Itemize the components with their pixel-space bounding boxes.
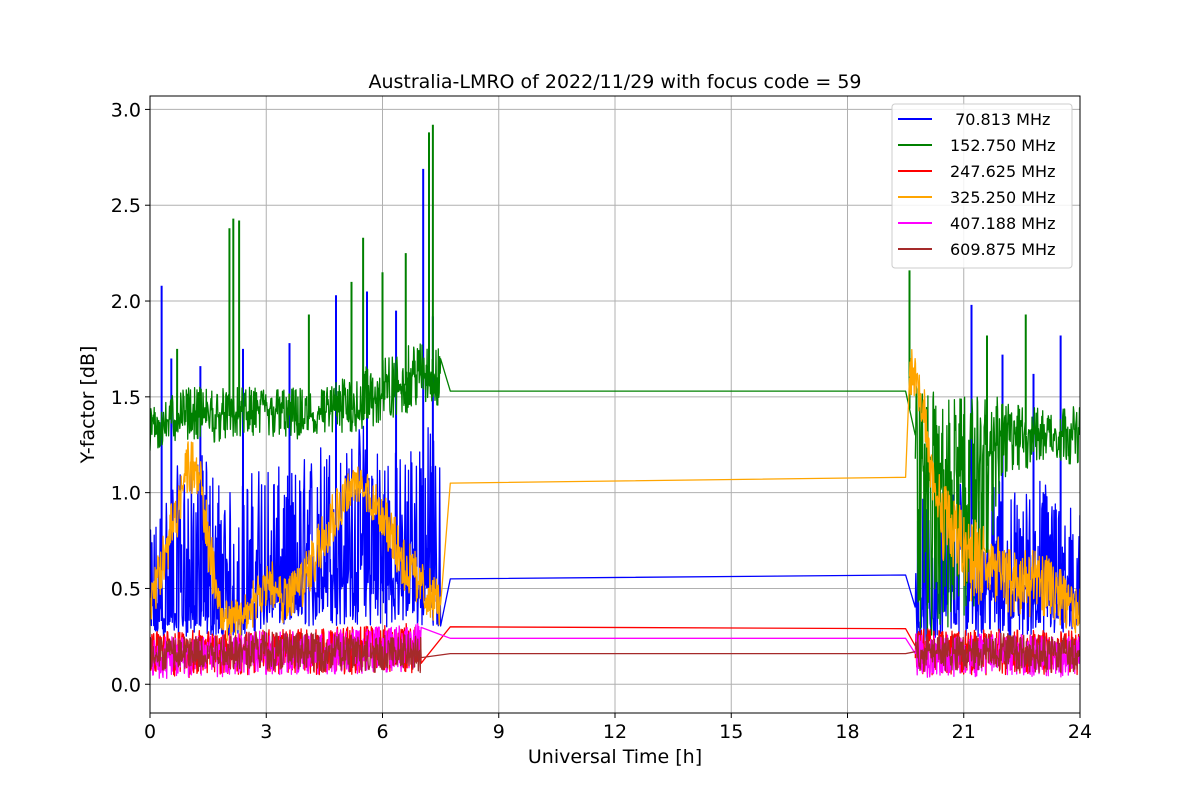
x-tick-label: 24: [1068, 721, 1092, 743]
legend-label: 70.813 MHz: [950, 110, 1050, 129]
legend-label: 247.625 MHz: [950, 162, 1055, 181]
series-3: [150, 348, 1080, 641]
y-tick-label: 2.0: [111, 291, 141, 313]
y-tick-label: 2.5: [111, 195, 141, 217]
x-axis-label: Universal Time [h]: [528, 746, 702, 768]
x-axis: 0 3 6 9 12 15 18 21 24: [144, 713, 1092, 743]
y-axis: 0.0 0.5 1.0 1.5 2.0 2.5 3.0: [111, 99, 150, 696]
chart-title: Australia-LMRO of 2022/11/29 with focus …: [368, 71, 861, 93]
series-layer: [150, 124, 1080, 680]
y-tick-label: 3.0: [111, 99, 141, 121]
x-tick-label: 9: [493, 721, 505, 743]
series-line: [150, 631, 1080, 674]
y-tick-label: 0.5: [111, 578, 141, 600]
y-tick-label: 1.0: [111, 483, 141, 505]
x-tick-label: 12: [603, 721, 627, 743]
series-5: [150, 631, 1080, 674]
x-tick-label: 0: [144, 721, 156, 743]
legend-label: 609.875 MHz: [950, 240, 1055, 259]
legend-label: 407.188 MHz: [950, 214, 1055, 233]
x-tick-label: 15: [719, 721, 743, 743]
series-line: [150, 343, 1080, 641]
y-axis-label: Y-factor [dB]: [77, 346, 99, 465]
legend-label: 152.750 MHz: [950, 136, 1055, 155]
series-1: [150, 124, 1080, 641]
y-tick-label: 1.5: [111, 387, 141, 409]
series-line: [150, 348, 1080, 641]
x-tick-label: 3: [260, 721, 272, 743]
x-tick-label: 6: [376, 721, 388, 743]
x-tick-label: 18: [835, 721, 859, 743]
y-tick-label: 0.0: [111, 674, 141, 696]
legend: 70.813 MHz 152.750 MHz 247.625 MHz 325.250 …: [891, 103, 1073, 269]
legend-box: [891, 103, 1073, 269]
legend-label: 325.250 MHz: [950, 188, 1055, 207]
x-tick-label: 21: [952, 721, 976, 743]
